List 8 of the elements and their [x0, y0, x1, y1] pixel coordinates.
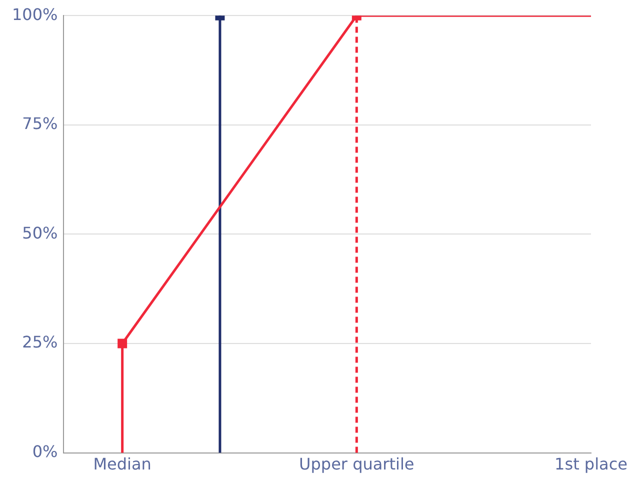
y-tick-label: 0% — [32, 442, 58, 461]
x-tick-label: Upper quartile — [299, 454, 414, 474]
y-tick-label: 100% — [12, 4, 58, 24]
x-tick-label: Median — [93, 454, 152, 474]
x-tick-label: 1st place — [554, 454, 628, 474]
y-tick-label: 50% — [22, 223, 58, 242]
y-tick-label: 25% — [22, 332, 58, 352]
y-tick-label: 75% — [22, 114, 58, 134]
